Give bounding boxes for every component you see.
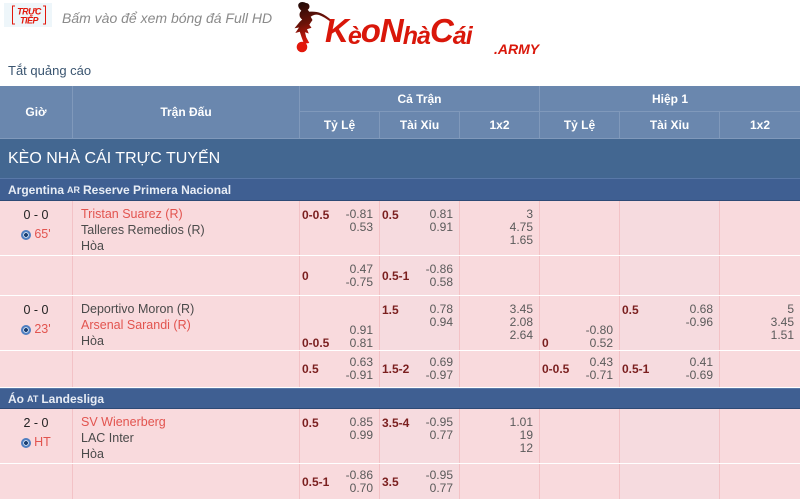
svg-text:KèoNhàCái: KèoNhàCái (325, 12, 474, 50)
svg-text:TIẾP: TIẾP (20, 15, 40, 26)
svg-text:.ARMY: .ARMY (494, 41, 541, 56)
